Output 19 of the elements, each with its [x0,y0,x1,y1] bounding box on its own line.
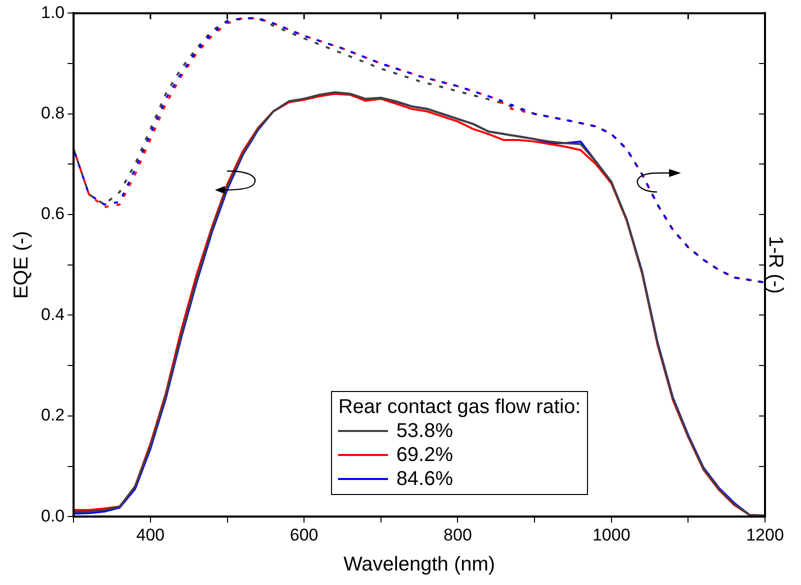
x-tick-label: 1000 [592,525,630,544]
y-tick-label: 0.0 [40,506,65,526]
y-tick-label: 0.8 [40,104,65,123]
y-tick-label: 0.2 [40,406,65,425]
x-axis-title: Wavelength (nm) [344,554,496,576]
y-tick-label: 0.4 [40,304,65,324]
y-tick-label: 1.0 [40,2,65,22]
y2-axis-title: 1-R (-) [764,236,786,294]
legend-label: 69.2% [396,442,454,467]
legend-title: Rear contact gas flow ratio: [338,394,581,419]
x-tick-label: 400 [136,525,165,544]
y-tick-label: 0.6 [40,204,65,224]
x-tick-label: 1200 [746,525,784,544]
y-axis-title: EQE (-) [10,231,33,299]
x-tick-label: 600 [290,525,318,544]
legend-label: 84.6% [396,466,454,491]
line-series [74,17,765,284]
x-tick-label: 800 [444,525,472,544]
legend-label: 53.8% [396,418,454,443]
